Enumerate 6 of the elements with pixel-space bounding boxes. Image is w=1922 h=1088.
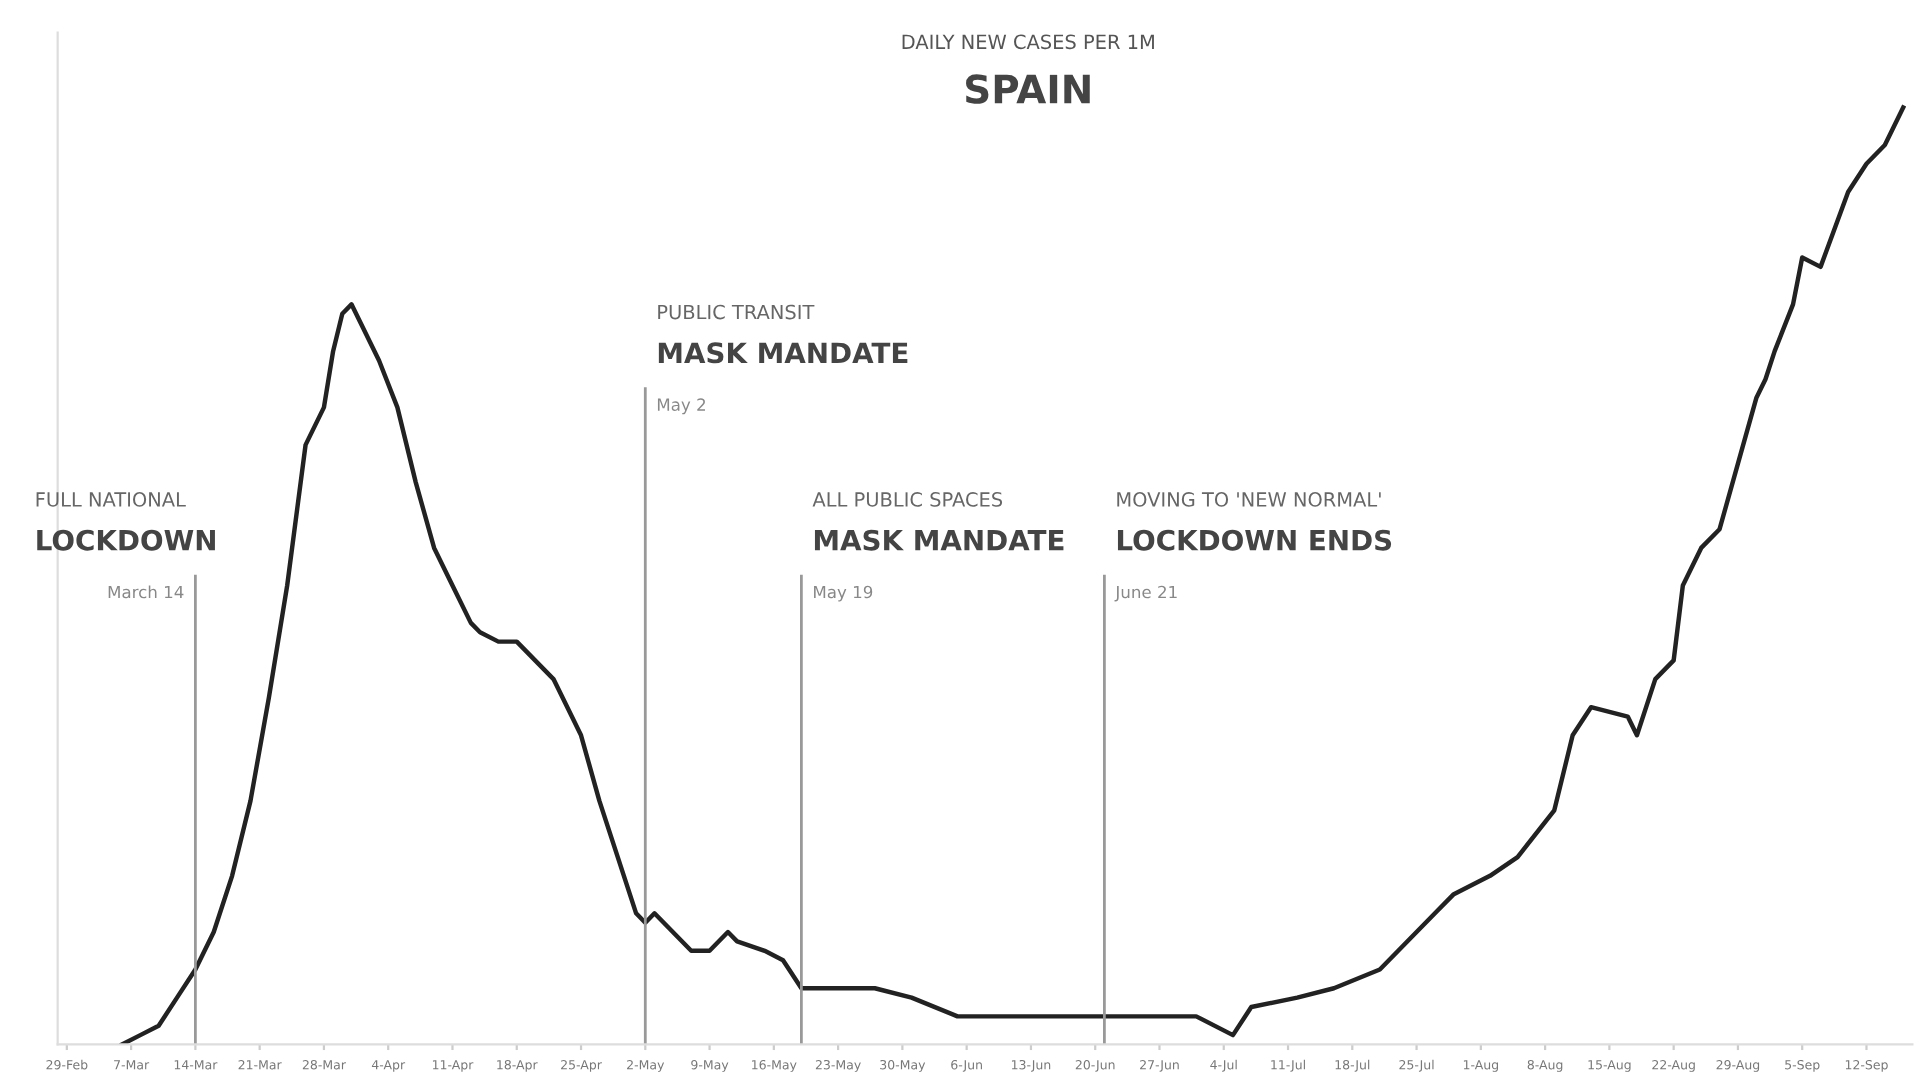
chart-subtitle: DAILY NEW CASES PER 1M: [902, 34, 1154, 50]
chart-title: SPAIN: [966, 74, 1090, 104]
text: PUBLIC TRANSIT MASK MANDATE May 2: [657, 304, 908, 415]
text: FULL NATIONAL LOCKDOWN March 14: [36, 492, 215, 599]
text: MOVING TO 'NEW NORMAL' LOCKDOWN ENDS June 21: [1114, 492, 1392, 602]
text: ALL PUBLIC SPACES MASK MANDATE May 19: [812, 492, 1064, 602]
